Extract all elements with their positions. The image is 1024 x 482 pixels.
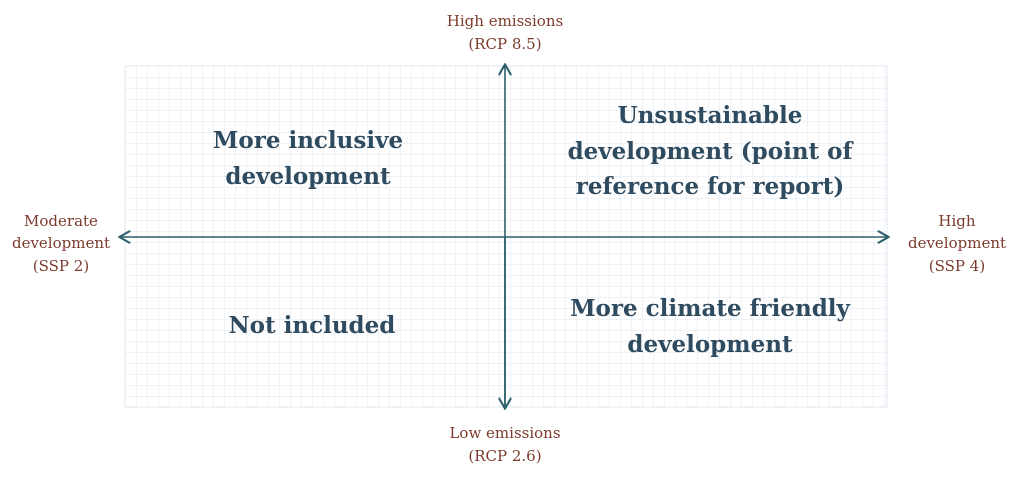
quadrant-label: reference for report) [576, 173, 845, 200]
quadrant-label: More climate friendly [570, 295, 850, 322]
quadrant-label: development (point of [568, 138, 855, 165]
axis-label: (SSP 2) [33, 257, 89, 275]
axis-label: (RCP 2.6) [468, 447, 541, 465]
axis-label: Low emissions [449, 424, 560, 442]
quadrant-label: development [627, 331, 793, 358]
quadrant-label: Not included [229, 312, 396, 339]
axis-label: (RCP 8.5) [468, 35, 541, 53]
quadrant-label: Unsustainable [618, 102, 803, 129]
quadrant-label: More inclusive [213, 127, 403, 154]
axis-label: (SSP 4) [929, 257, 985, 275]
axis-label: High [938, 212, 975, 230]
axis-label: development [908, 234, 1006, 252]
axis-label: development [12, 234, 110, 252]
axis-label: Moderate [24, 212, 98, 230]
axis-label: High emissions [447, 12, 563, 30]
quadrant-label: development [225, 163, 391, 190]
